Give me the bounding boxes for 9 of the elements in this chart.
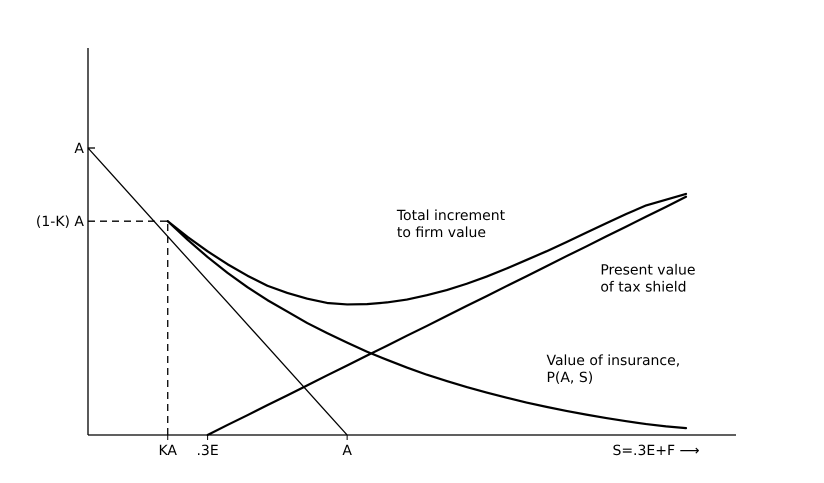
x-tick-label: .3E [196,443,219,459]
series-label: Value of insurance, P(A, S) [546,352,680,386]
x-axis-title: S=.3E+F ⟶ [612,443,700,459]
x-tick-label: KA [158,443,178,459]
series-label: Total increment to firm value [396,208,506,242]
series-label: Present value of tax shield [600,262,696,296]
x-tick-label: A [342,443,352,459]
ref-line-label: A [74,141,84,157]
ref-line-label: (1-K) A [36,214,84,230]
